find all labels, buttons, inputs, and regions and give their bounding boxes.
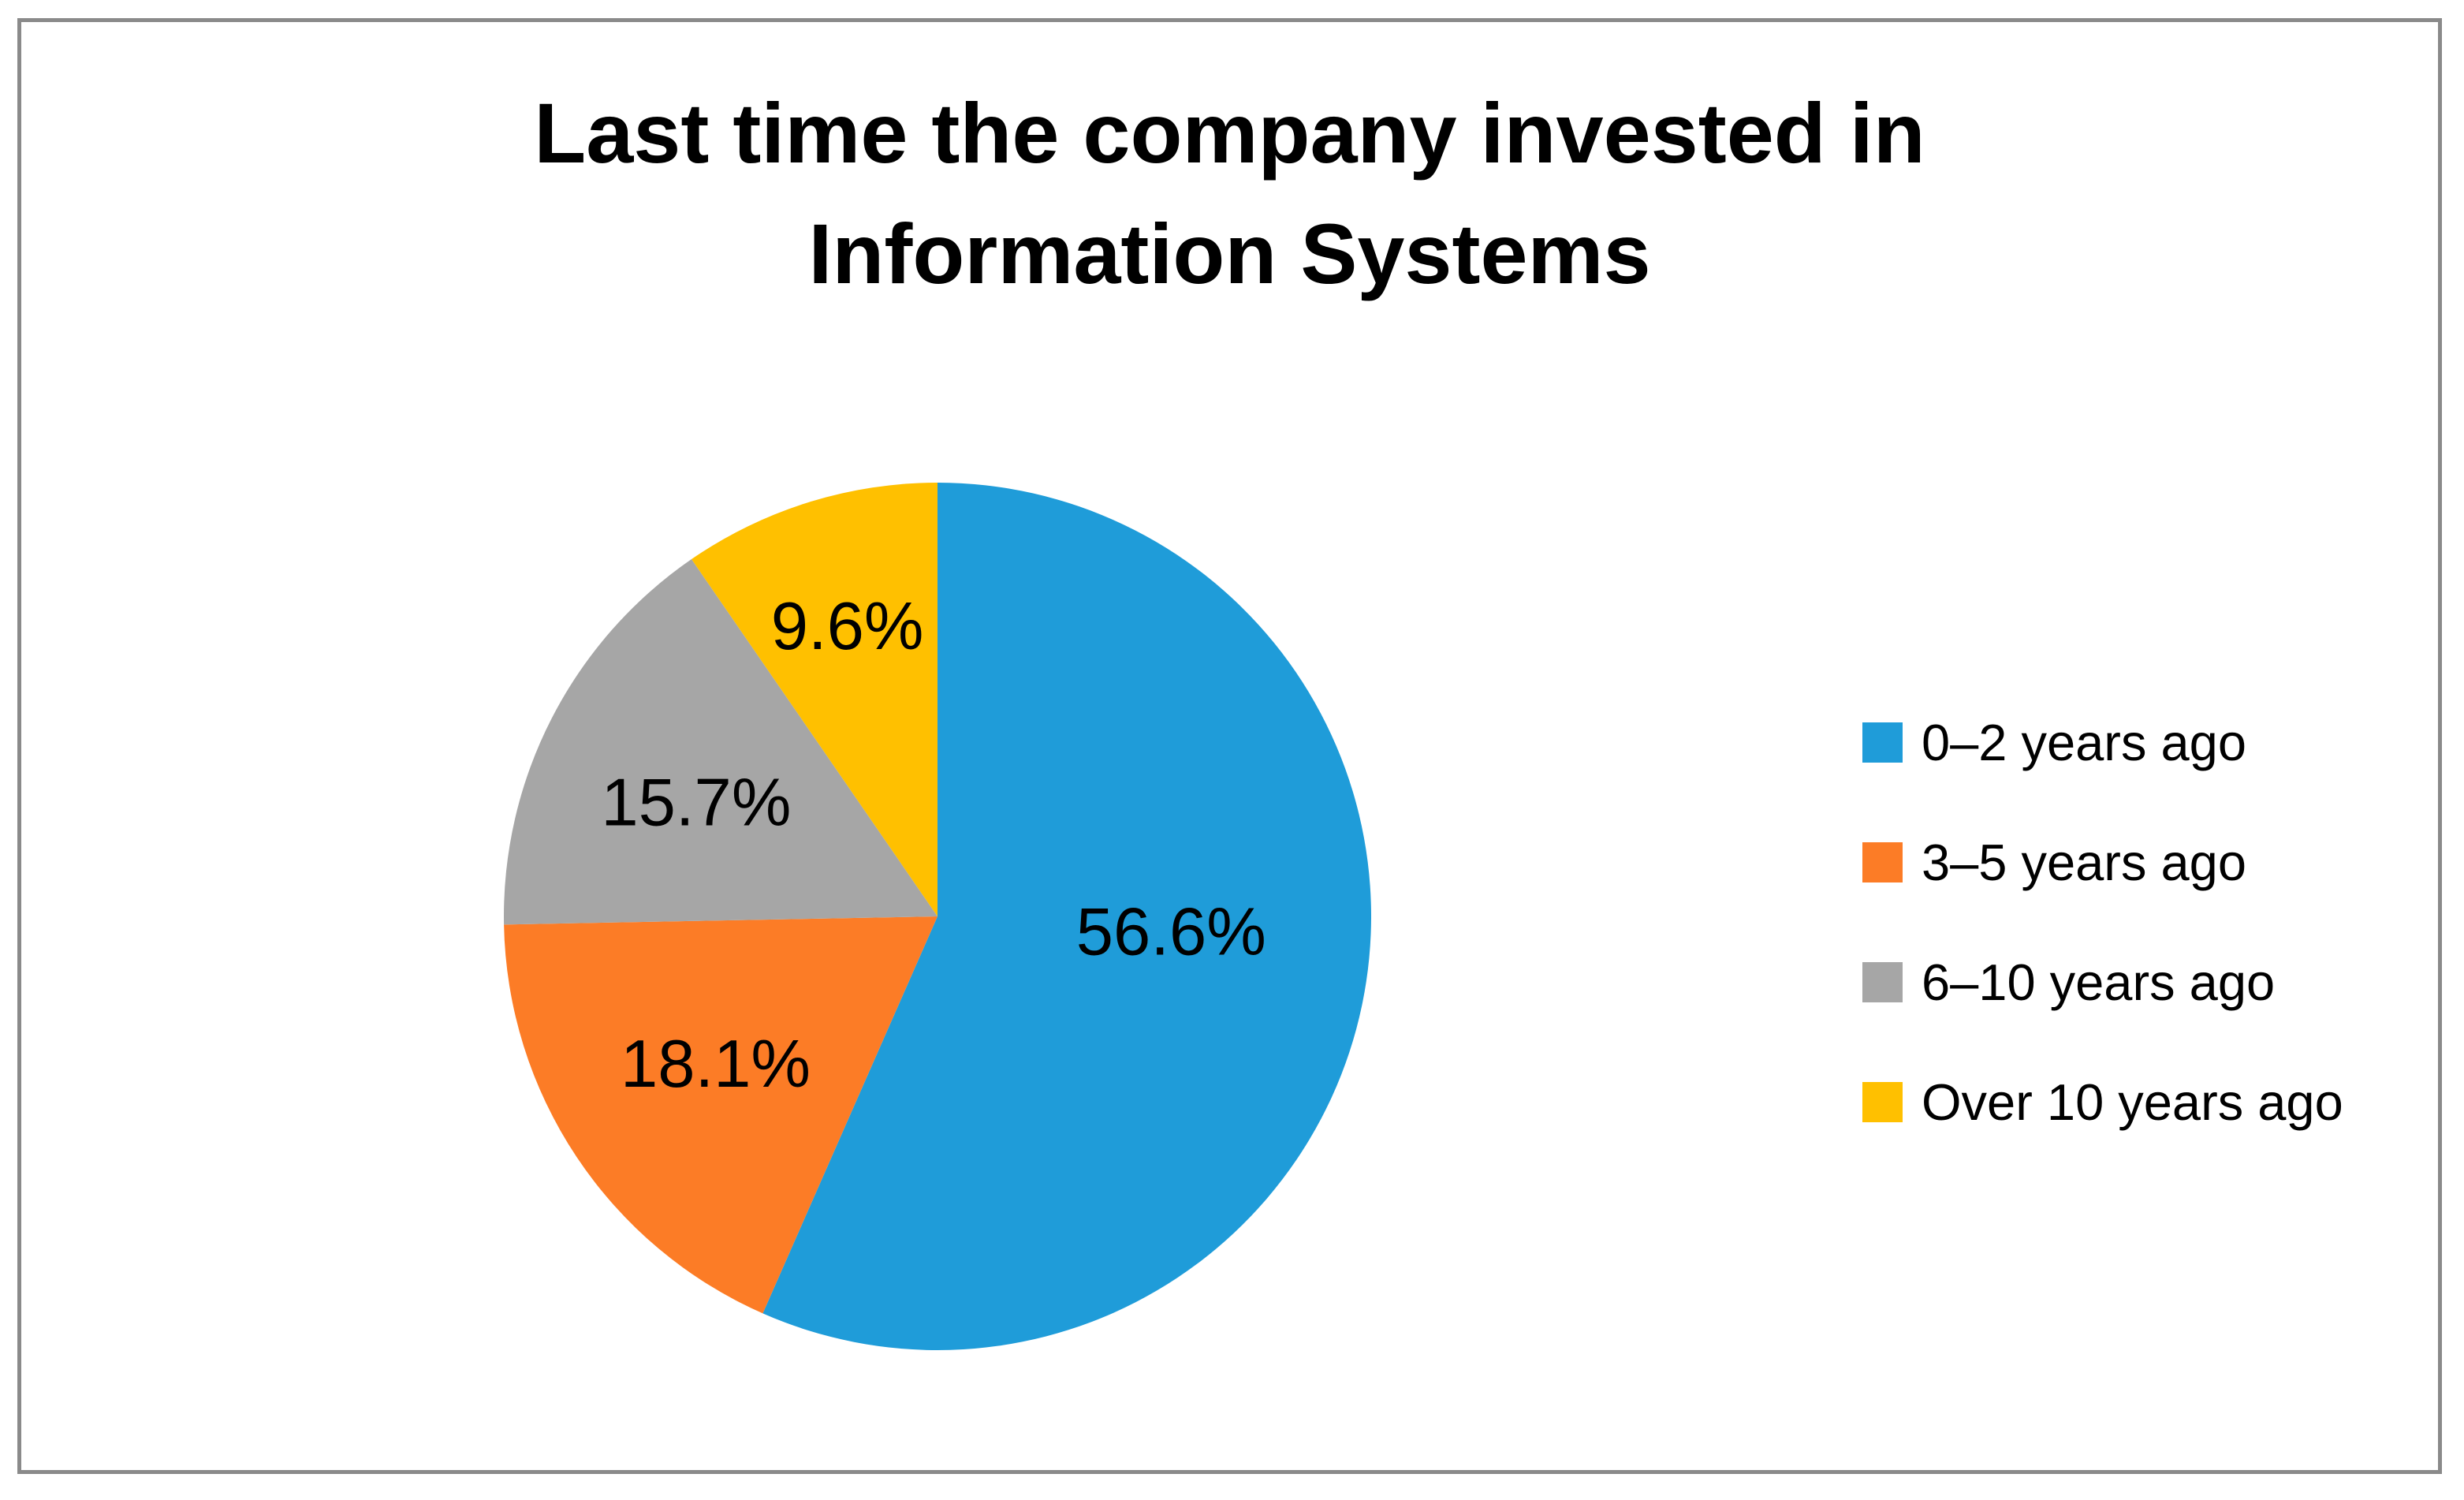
- legend-item-label: 3–5 years ago: [1922, 834, 2246, 891]
- pie-chart: 56.6% 18.1% 15.7% 9.6%: [504, 483, 1371, 1350]
- legend-item: 6–10 years ago: [1862, 957, 2343, 1008]
- legend-item-label: 0–2 years ago: [1922, 714, 2246, 771]
- slice-label: 9.6%: [771, 589, 924, 664]
- legend-item: Over 10 years ago: [1862, 1076, 2343, 1128]
- legend-item: 0–2 years ago: [1862, 717, 2343, 768]
- pie-slice: [762, 483, 1371, 1350]
- legend-item-label: 6–10 years ago: [1922, 953, 2276, 1011]
- legend: 0–2 years ago 3–5 years ago 6–10 years a…: [1862, 717, 2343, 1202]
- legend-item-label: Over 10 years ago: [1922, 1073, 2343, 1131]
- legend-swatch-icon: [1862, 1082, 1903, 1122]
- slice-label: 15.7%: [601, 766, 791, 841]
- pie-slice: [504, 916, 938, 1314]
- chart-frame: Last time the company invested in Inform…: [17, 18, 2442, 1474]
- chart-title: Last time the company invested in Inform…: [534, 85, 1925, 302]
- legend-item: 3–5 years ago: [1862, 837, 2343, 888]
- legend-swatch-icon: [1862, 962, 1903, 1002]
- legend-swatch-icon: [1862, 722, 1903, 763]
- pie-slice: [504, 559, 938, 925]
- slice-label: 18.1%: [621, 1027, 811, 1102]
- legend-swatch-icon: [1862, 842, 1903, 882]
- slice-label: 56.6%: [1076, 895, 1266, 970]
- pie-slice: [691, 483, 938, 916]
